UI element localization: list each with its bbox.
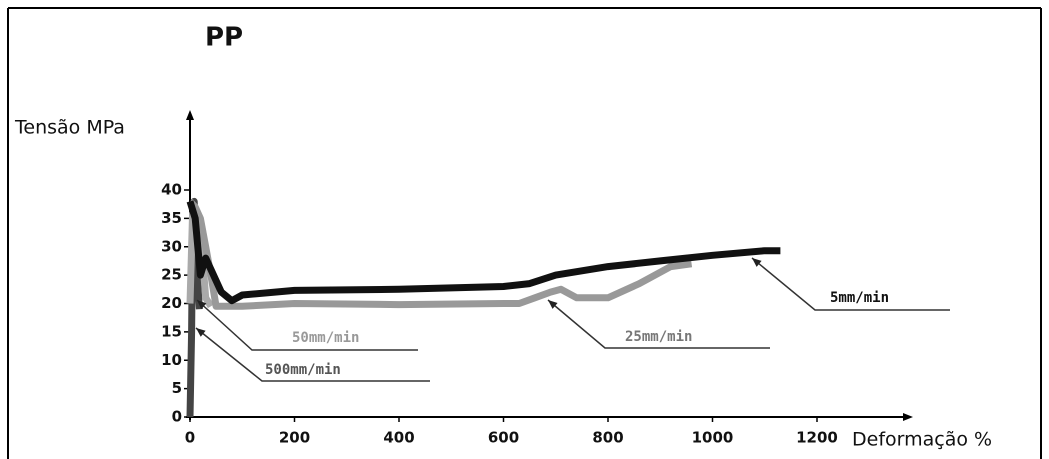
- x-tick-label: 1200: [796, 429, 838, 447]
- y-tick-label: 20: [161, 294, 182, 312]
- y-axis-arrow: [186, 110, 194, 120]
- y-tick-label: 40: [161, 181, 182, 199]
- y-tick-label: 10: [161, 351, 182, 369]
- annotation-leader: [751, 257, 950, 311]
- annotation-arrow: [548, 300, 558, 309]
- series-line: [187, 199, 693, 310]
- annotation-arrow: [752, 258, 762, 267]
- annotation-label: 25mm/min: [625, 329, 692, 345]
- y-tick-label: 30: [161, 237, 182, 255]
- annotation-label: 50mm/min: [292, 330, 359, 346]
- y-axis-label: Tensão MPa: [14, 117, 125, 139]
- x-tick-label: 200: [279, 429, 310, 447]
- annotation-label: 500mm/min: [265, 362, 341, 378]
- x-axis-arrow: [903, 413, 913, 421]
- annotation-leader: [195, 327, 430, 382]
- series-line: [186, 200, 781, 305]
- y-tick-label: 15: [161, 322, 182, 340]
- y-tick-label: 35: [161, 209, 182, 227]
- annotation-leader: [196, 299, 418, 351]
- chart-title: PP: [205, 23, 243, 53]
- y-tick-label: 25: [161, 266, 182, 284]
- x-tick-label: 0: [185, 429, 195, 447]
- x-axis-label: Deformação %: [852, 429, 992, 451]
- annotation-label: 5mm/min: [830, 290, 889, 306]
- x-tick-label: 400: [383, 429, 414, 447]
- y-tick-label: 5: [172, 379, 182, 397]
- x-tick-label: 800: [592, 429, 623, 447]
- annotation-arrow: [196, 328, 206, 337]
- annotation-leader: [547, 299, 770, 349]
- annotation-arrow: [197, 300, 207, 310]
- x-tick-label: 1000: [692, 429, 734, 447]
- y-tick-label: 0: [172, 408, 182, 426]
- x-tick-label: 600: [488, 429, 519, 447]
